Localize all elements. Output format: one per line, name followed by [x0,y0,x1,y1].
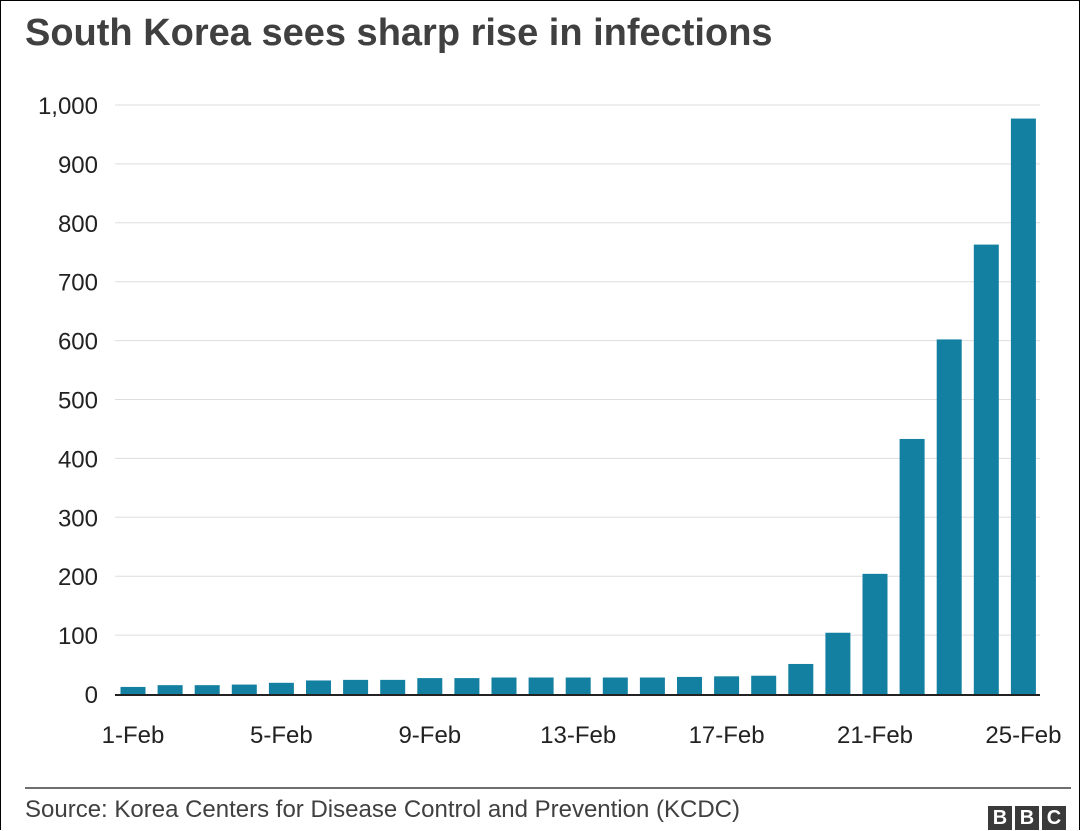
x-tick-label: 9-Feb [398,722,461,749]
y-tick-label: 800 [58,211,98,238]
x-tick-label: 1-Feb [102,722,165,749]
bar [825,632,851,694]
bar [343,679,369,694]
y-tick-label: 900 [58,152,98,179]
y-tick-label: 300 [58,505,98,532]
bar [454,678,480,694]
bar [528,677,554,694]
bar [380,679,406,694]
y-tick-label: 500 [58,388,98,415]
bar [788,663,814,694]
bar [639,677,665,694]
x-tick-label: 25-Feb [985,722,1061,749]
chart-title: South Korea sees sharp rise in infection… [25,12,773,54]
x-axis-ticks: 1-Feb 5-Feb 9-Feb 13-Feb 17-Feb 21-Feb 25-Feb [102,722,1062,749]
bar [417,678,443,694]
bar [862,573,888,694]
gridlines [115,104,1040,636]
bbc-logo-letter: C [1042,806,1066,830]
y-tick-label: 100 [58,623,98,650]
bar [899,438,925,694]
bar [120,686,146,694]
bar [157,685,183,694]
bbc-logo: B B C [988,806,1066,830]
bar [565,677,591,694]
bar [973,244,999,694]
x-tick-label: 17-Feb [689,722,765,749]
x-tick-label: 5-Feb [250,722,313,749]
bar [677,676,702,694]
x-tick-label: 13-Feb [540,722,616,749]
bar [268,682,294,694]
x-tick-label: 21-Feb [837,722,913,749]
bbc-logo-letter: B [1015,806,1039,830]
y-tick-label: 400 [58,446,98,473]
bar [936,339,962,694]
bbc-logo-letter: B [988,806,1012,830]
bar [714,676,740,694]
y-tick-label: 0 [85,682,98,709]
bars [120,118,1036,694]
y-tick-label: 700 [58,270,98,297]
y-tick-label: 1,000 [38,93,98,120]
y-tick-label: 200 [58,564,98,591]
bar [751,675,777,694]
footer-divider [25,787,1071,789]
bar [231,684,257,694]
y-axis-ticks: 0 100 200 300 400 500 600 700 800 900 1,000 [38,93,98,709]
y-tick-label: 600 [58,329,98,356]
bar [491,677,517,694]
bar-chart: 0 100 200 300 400 500 600 700 800 900 1,000 1-Feb 5… [38,93,1062,749]
bar [1010,118,1036,694]
bar [306,680,331,694]
bar [194,685,220,694]
bar [602,677,628,694]
source-note: Source: Korea Centers for Disease Contro… [25,796,740,823]
